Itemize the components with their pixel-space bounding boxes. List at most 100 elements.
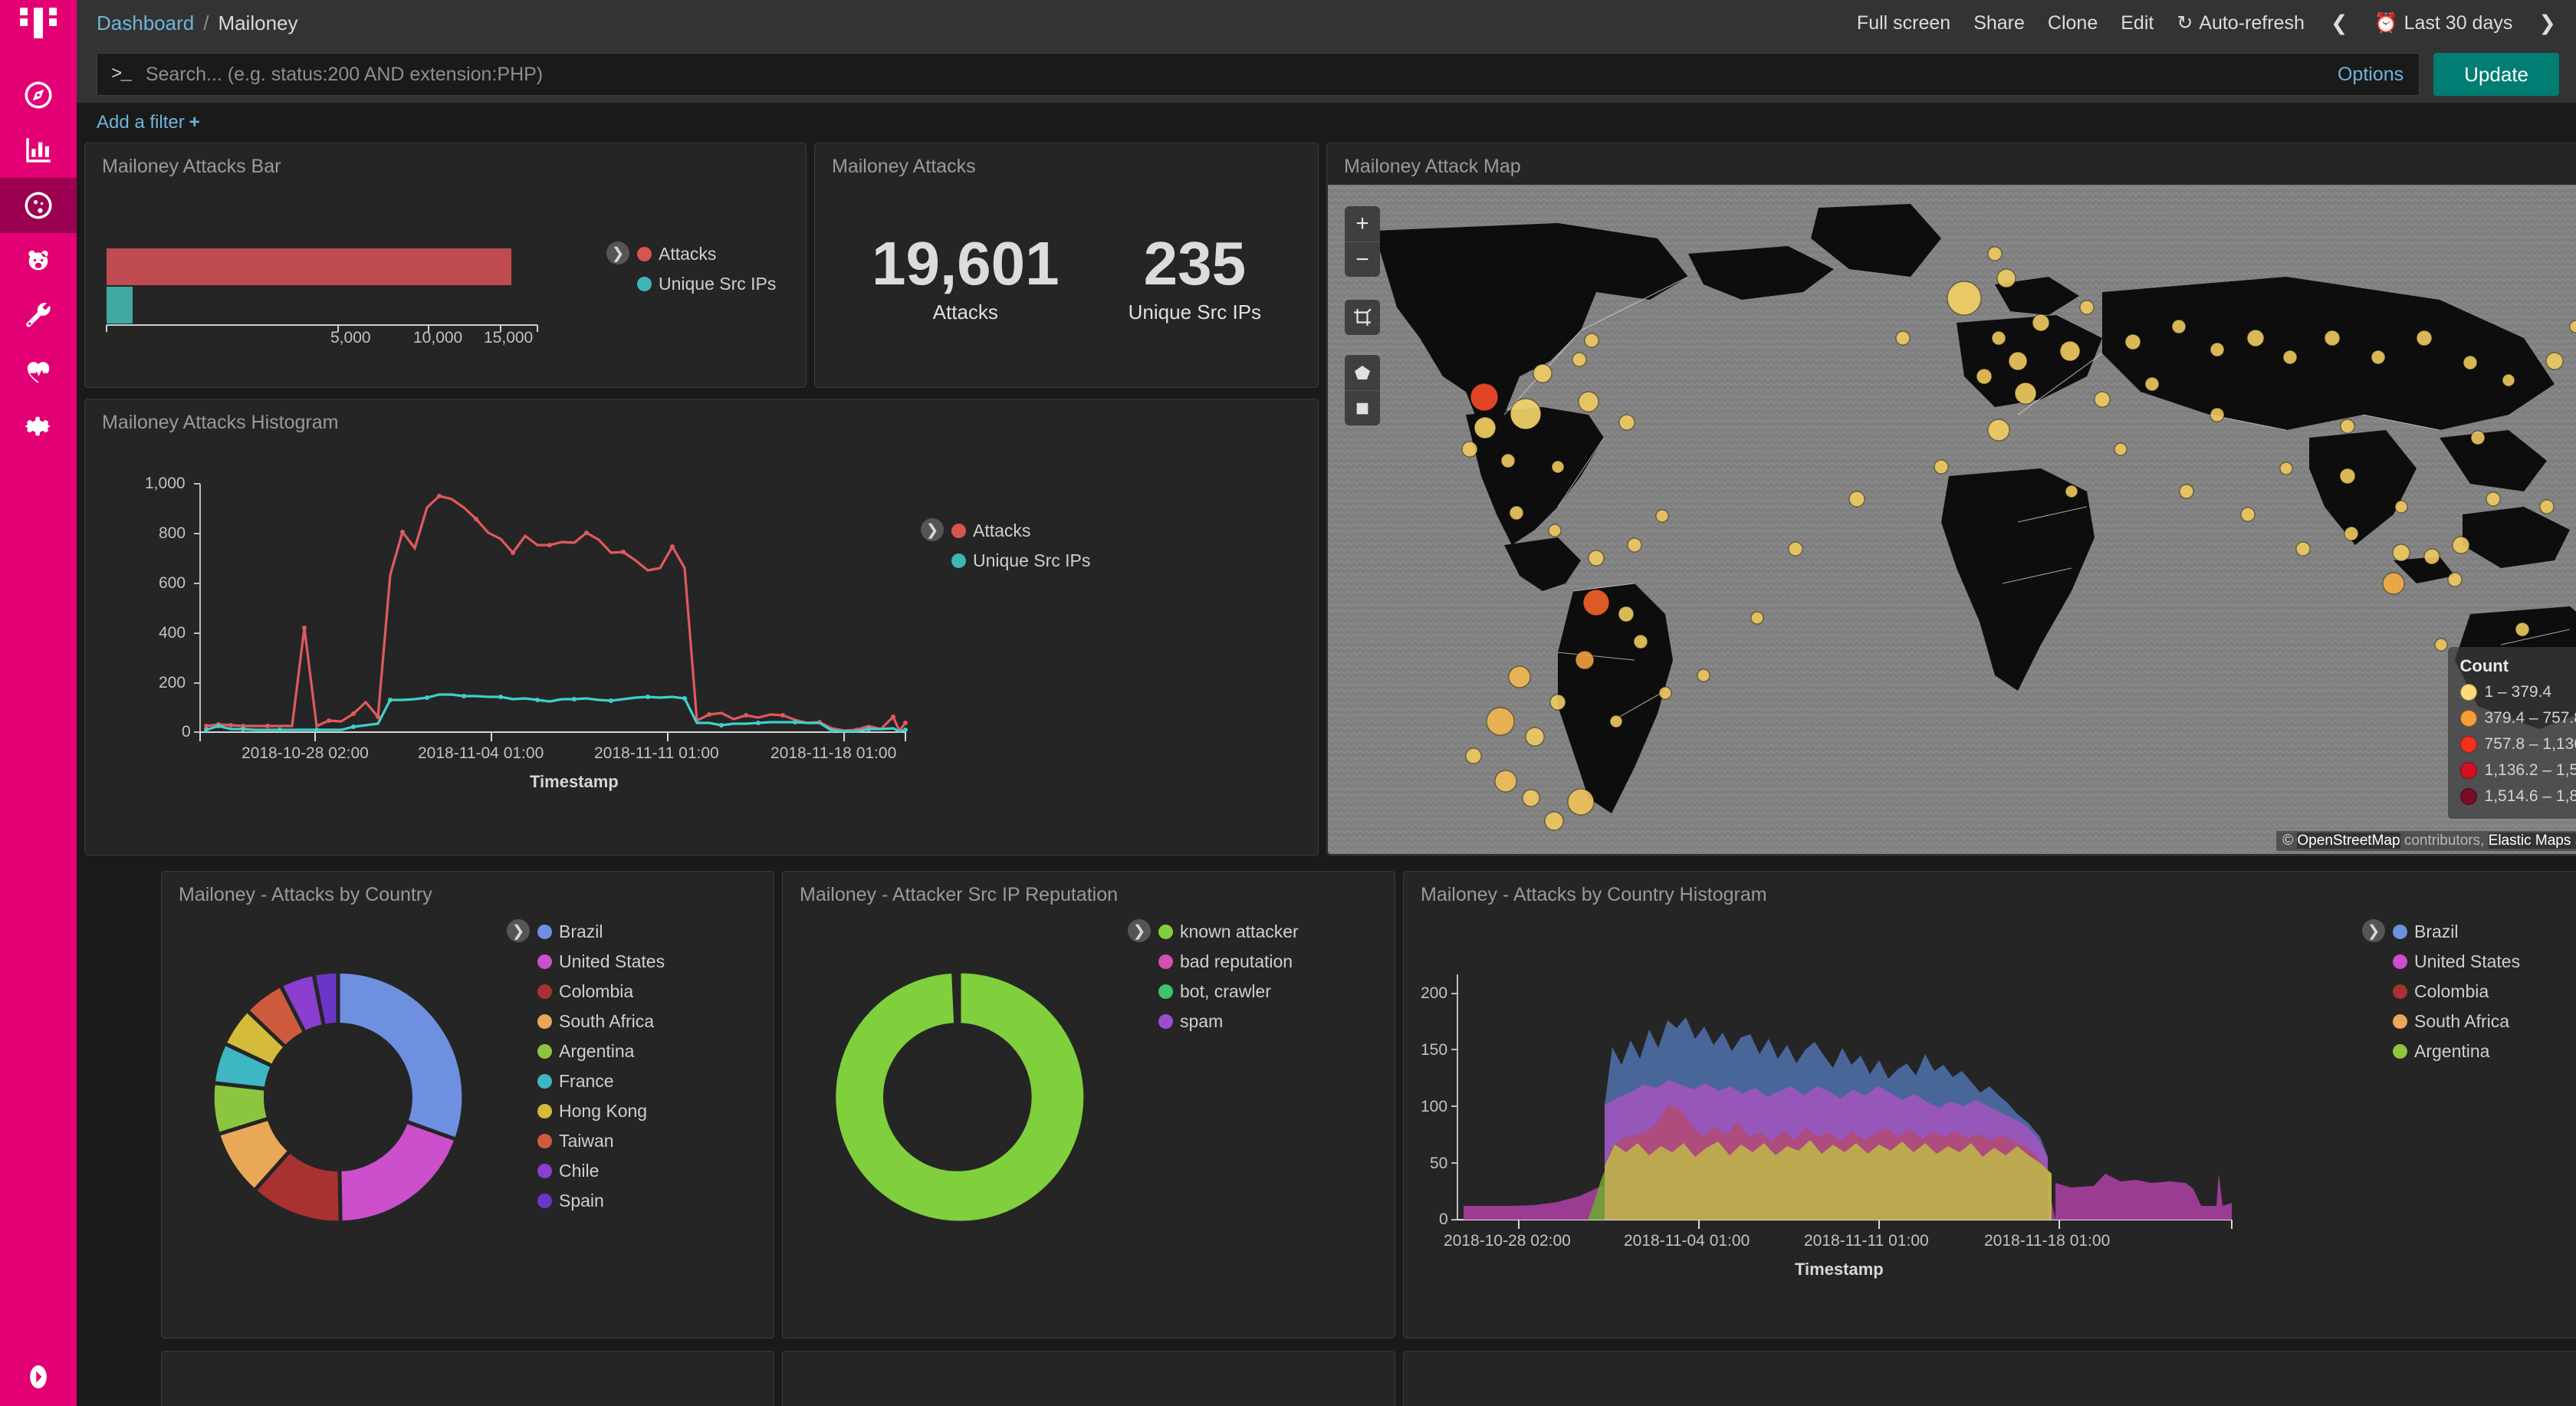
legend-item-argentina[interactable]: Argentina (537, 1037, 665, 1065)
polygon-icon[interactable] (1345, 355, 1380, 390)
legend-item-south-africa[interactable]: South Africa (2393, 1007, 2520, 1035)
openstreetmap-link[interactable]: OpenStreetMap (2297, 833, 2400, 849)
hist-ytick-800: 800 (159, 524, 186, 542)
attacks-by-country-donut[interactable] (177, 928, 499, 1266)
panel-attacks-histogram: Mailoney Attacks Histogram (84, 399, 1319, 856)
src-ip-reputation-donut[interactable] (798, 928, 1120, 1266)
legend-label: Brazil (559, 921, 603, 941)
map-canvas[interactable]: + − (1328, 185, 2576, 854)
refresh-icon: ↻ (2177, 12, 2193, 34)
legend-toggle-button[interactable]: ❯ (1128, 919, 1151, 942)
full-screen-button[interactable]: Full screen (1856, 11, 1951, 34)
legend-toggle-button[interactable]: ❯ (507, 919, 530, 942)
legend-item-spain[interactable]: Spain (537, 1187, 665, 1214)
hist-xtick-1: 2018-11-04 01:00 (418, 744, 544, 762)
legend-item-spam[interactable]: spam (1158, 1007, 1299, 1035)
legend-item-bot-crawler[interactable]: bot, crawler (1158, 977, 1299, 1005)
legend-item-united-states[interactable]: United States (537, 948, 665, 975)
metric-value: 19,601 (871, 228, 1060, 297)
sidebar-item-monitoring[interactable] (0, 343, 77, 399)
map-legend-title: Count (2459, 656, 2509, 675)
metric-container: 19,601 Attacks 235 Unique Src IPs (815, 185, 1318, 387)
legend-item-brazil[interactable]: Brazil (2393, 918, 2520, 945)
legend-item-south-africa[interactable]: South Africa (537, 1007, 665, 1035)
slice-known-attacker[interactable] (832, 969, 1087, 1225)
map-legend-label: 1,136.2 – 1,514.6 (2484, 761, 2576, 779)
legend-label: France (559, 1071, 614, 1091)
metric-label: Attacks (932, 300, 998, 324)
legend-dot (537, 924, 552, 939)
series-unique-src-ips-points (204, 694, 908, 733)
legend-item-argentina[interactable]: Argentina (2393, 1037, 2520, 1065)
sidebar-item-visualize[interactable] (0, 123, 77, 178)
query-bar: >_ Options Update (77, 46, 2576, 103)
panel-title: Mailoney Attacks Histogram (102, 412, 339, 433)
add-filter-button[interactable]: Add a filter + (97, 112, 200, 133)
legend-toggle-button[interactable]: ❯ (921, 518, 944, 541)
metric-unique-src-ips[interactable]: 235 Unique Src IPs (1129, 232, 1261, 324)
breadcrumb-dashboard[interactable]: Dashboard (97, 11, 195, 34)
panel-title: Mailoney Attacks Bar (102, 156, 281, 177)
slice-spam[interactable] (955, 969, 961, 1027)
rectangle-icon[interactable] (1345, 390, 1380, 425)
top-toolbar: Dashboard / Mailoney Full screen Share C… (77, 0, 2576, 46)
sidebar-item-discover[interactable] (0, 67, 77, 123)
metric-attacks[interactable]: 19,601 Attacks (871, 228, 1060, 324)
country-histogram-chart[interactable] (1404, 913, 2576, 1339)
clone-button[interactable]: Clone (2047, 11, 2098, 34)
slice-brazil[interactable] (336, 969, 466, 1142)
attacks-bar-chart[interactable] (85, 185, 807, 389)
bar-xtick-15000: 15,000 (484, 329, 534, 347)
panel-stub-right (1403, 1351, 2576, 1406)
legend-item-taiwan[interactable]: Taiwan (537, 1127, 665, 1155)
sidebar-item-honeypot[interactable] (0, 233, 77, 288)
edit-button[interactable]: Edit (2121, 11, 2154, 34)
panel-attacks-metric: Mailoney Attacks 19,601 Attacks 235 Uniq… (814, 143, 1319, 388)
panel-body: 1,000 800 600 400 200 0 2018-10-28 02:00… (85, 441, 1318, 855)
sidebar-item-tools[interactable] (0, 288, 77, 343)
legend-item-france[interactable]: France (537, 1067, 665, 1095)
legend-item-unique-src-ips[interactable]: Unique Src IPs (951, 547, 1090, 574)
slice-spain[interactable] (311, 969, 340, 1029)
legend-item-attacks[interactable]: Attacks (637, 240, 776, 268)
sidebar-collapse-button[interactable] (0, 1362, 77, 1392)
map-zoom-out-button[interactable]: − (1345, 241, 1380, 277)
time-prev-button[interactable]: ❮ (2330, 11, 2348, 34)
search-bar[interactable]: >_ Options (97, 53, 2420, 96)
bar-attacks[interactable] (107, 248, 511, 285)
bar-unique-src-ips[interactable] (107, 287, 133, 324)
legend-item-chile[interactable]: Chile (537, 1157, 665, 1184)
brand-logo[interactable] (0, 0, 77, 46)
country-histogram-legend: ❯ Brazil United States Colombia South Af… (2362, 918, 2520, 1065)
time-range-button[interactable]: ⏰ Last 30 days (2374, 12, 2512, 34)
share-button[interactable]: Share (1973, 11, 2025, 34)
legend-toggle-button[interactable]: ❯ (606, 241, 629, 264)
legend-item-colombia[interactable]: Colombia (537, 977, 665, 1005)
hist-ytick-400: 400 (159, 624, 186, 642)
src-ip-reputation-legend: ❯ known attacker bad reputation bot, cra… (1128, 918, 1299, 1035)
sidebar-item-dashboard[interactable] (0, 178, 77, 233)
legend-item-unique-src-ips[interactable]: Unique Src IPs (637, 270, 776, 297)
attacks-histogram-chart[interactable] (85, 441, 1319, 856)
legend-toggle-button[interactable]: ❯ (2362, 919, 2385, 942)
options-button[interactable]: Options (2337, 63, 2404, 85)
map-zoom-in-button[interactable]: + (1355, 211, 1369, 236)
legend-item-bad-reputation[interactable]: bad reputation (1158, 948, 1299, 975)
time-next-button[interactable]: ❯ (2538, 11, 2556, 34)
crop-icon[interactable] (1345, 300, 1380, 335)
legend-item-attacks[interactable]: Attacks (951, 517, 1090, 544)
sidebar-item-management[interactable] (0, 399, 77, 454)
hist-ytick-600: 600 (159, 574, 186, 592)
legend-item-brazil[interactable]: Brazil (537, 918, 665, 945)
slice-united-states[interactable] (337, 1119, 459, 1225)
auto-refresh-button[interactable]: ↻ Auto-refresh (2177, 11, 2305, 34)
update-button[interactable]: Update (2433, 53, 2559, 96)
toolbar-actions: Full screen Share Clone Edit ↻ Auto-refre… (1857, 11, 2559, 35)
legend-item-known-attacker[interactable]: known attacker (1158, 918, 1299, 945)
search-input[interactable] (145, 63, 2338, 86)
legend-item-united-states[interactable]: United States (2393, 948, 2520, 975)
legend-item-hong-kong[interactable]: Hong Kong (537, 1097, 665, 1125)
elastic-maps-link[interactable]: Elastic Maps Service (2488, 833, 2576, 849)
panel-body: 19,601 Attacks 235 Unique Src IPs (815, 185, 1318, 387)
legend-item-colombia[interactable]: Colombia (2393, 977, 2520, 1005)
